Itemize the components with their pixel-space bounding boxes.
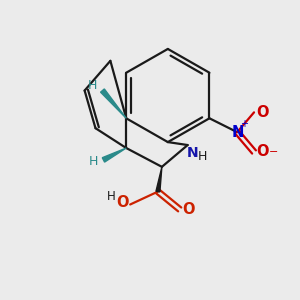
Text: O: O bbox=[257, 145, 269, 160]
Text: H: H bbox=[107, 190, 116, 203]
Text: O: O bbox=[116, 195, 128, 210]
Polygon shape bbox=[156, 167, 162, 192]
Text: N: N bbox=[232, 125, 244, 140]
Text: H: H bbox=[88, 79, 97, 92]
Text: O: O bbox=[182, 202, 195, 217]
Text: H: H bbox=[198, 150, 207, 164]
Text: N: N bbox=[187, 146, 198, 160]
Text: +: + bbox=[240, 119, 248, 129]
Polygon shape bbox=[100, 89, 126, 118]
Text: O: O bbox=[257, 105, 269, 120]
Polygon shape bbox=[102, 148, 126, 162]
Text: H: H bbox=[89, 155, 98, 168]
Text: −: − bbox=[269, 147, 278, 157]
